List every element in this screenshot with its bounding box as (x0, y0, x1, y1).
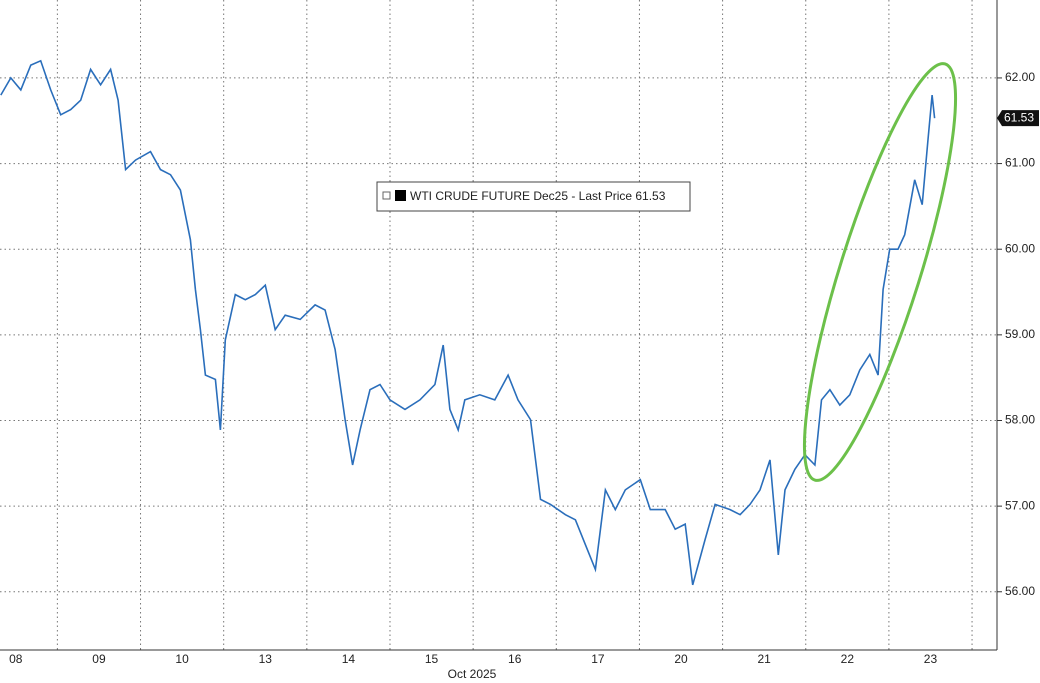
x-tick-label: 09 (92, 652, 106, 666)
x-tick-label: 10 (175, 652, 189, 666)
legend-box (376, 181, 691, 212)
legend-icon (382, 191, 391, 200)
legend-label: WTI CRUDE FUTURE Dec25 - Last Price 61.5… (410, 189, 666, 203)
x-tick-label: 23 (924, 652, 938, 666)
y-tick-label: 62.00 (1005, 70, 1035, 84)
x-axis-label: Oct 2025 (448, 667, 497, 681)
x-tick-label: 15 (425, 652, 439, 666)
legend: WTI CRUDE FUTURE Dec25 - Last Price 61.5… (376, 181, 691, 212)
y-tick-label: 58.00 (1005, 413, 1035, 427)
last-price-label: 61.53 (1004, 110, 1034, 124)
y-tick-label: 56.00 (1005, 584, 1035, 598)
x-tick-label: 16 (508, 652, 522, 666)
y-tick-label: 57.00 (1005, 498, 1035, 512)
x-tick-label: 14 (342, 652, 356, 666)
y-tick-label: 59.00 (1005, 327, 1035, 341)
y-tick-label: 61.00 (1005, 156, 1035, 170)
last-price-box (997, 110, 1039, 127)
x-tick-label: 22 (841, 652, 855, 666)
x-tick-label: 13 (259, 652, 273, 666)
highlight-ellipse (802, 62, 958, 482)
y-tick-label: 60.00 (1005, 241, 1035, 255)
legend-swatch (395, 190, 406, 201)
x-tick-label: 21 (757, 652, 771, 666)
x-tick-label: 20 (674, 652, 688, 666)
x-tick-label: 08 (9, 652, 23, 666)
price-line (0, 59, 936, 586)
x-tick-label: 17 (591, 652, 605, 666)
